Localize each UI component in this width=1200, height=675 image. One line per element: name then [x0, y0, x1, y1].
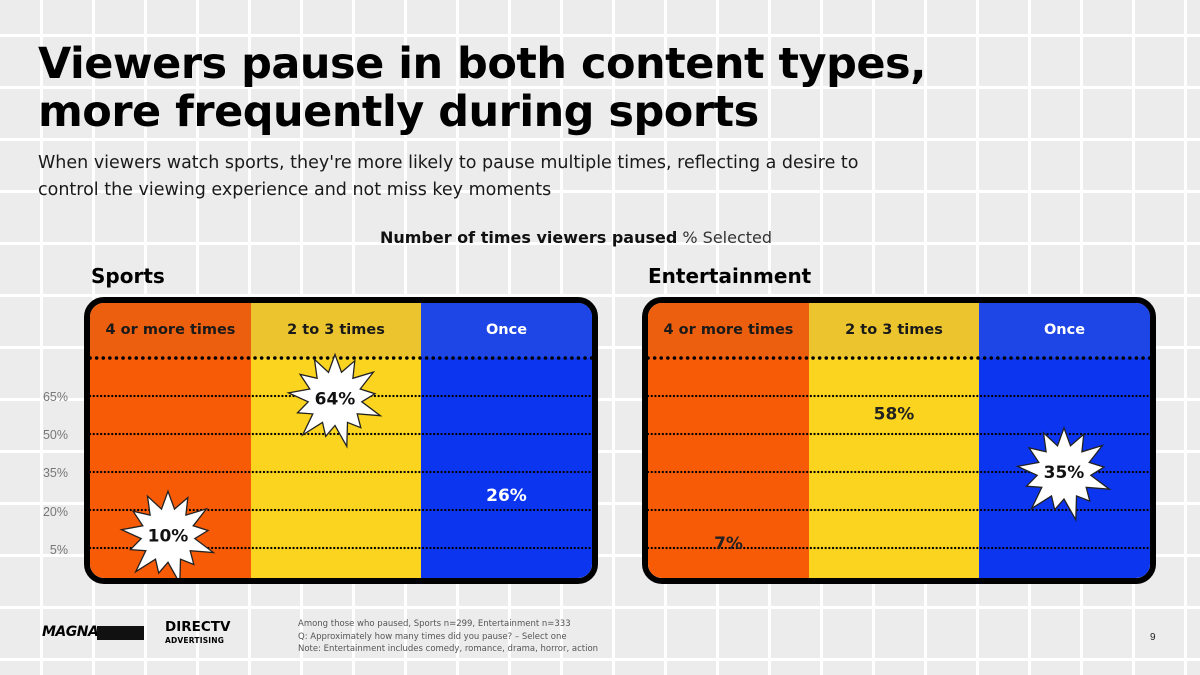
slide-subtitle: When viewers watch sports, they're more … [38, 153, 859, 200]
column-header-band [809, 303, 979, 358]
footnotes: Among those who paused, Sports n=299, En… [298, 618, 598, 656]
value-label: 10% [148, 526, 189, 546]
sports-panel-title: Sports [91, 264, 165, 288]
footnote-question: Q: Approximately how many times did you … [298, 631, 567, 642]
sports-chart-panel: 4 or more times 2 to 3 times Once 10% 64% 26% [84, 297, 598, 584]
column-header-label: Once [1044, 322, 1085, 338]
magna-logo: MAGNA [42, 624, 99, 640]
value-burst-1 [119, 489, 216, 578]
y-tick-label: 35% [42, 466, 68, 480]
entertainment-panel-title: Entertainment [648, 264, 812, 288]
chart-heading-title: Number of times viewers paused [379, 228, 678, 247]
directv-logo-subtitle: ADVERTISING [165, 636, 225, 645]
partner-logo-block [97, 626, 144, 640]
footnote-note: Note: Entertainment includes comedy, rom… [298, 644, 599, 654]
column-header-band [648, 303, 809, 358]
column-header-band [90, 303, 251, 358]
value-label: 35% [1044, 463, 1085, 483]
value-label: 58% [874, 405, 915, 425]
chart-heading-unit: % Selected [682, 228, 773, 247]
column-header-label: 2 to 3 times [845, 322, 943, 338]
column-header-label: Once [486, 322, 527, 338]
value-label: 26% [486, 486, 527, 506]
entertainment-chart-panel: 4 or more times 2 to 3 times Once 7% 58% 35% [642, 297, 1156, 584]
page-number: 9 [1150, 632, 1156, 643]
column-header-label: 2 to 3 times [287, 322, 385, 338]
y-tick-label: 5% [49, 543, 68, 557]
y-tick-label: 20% [42, 505, 68, 519]
slide-title: Viewers pause in both content types, mor… [38, 39, 926, 137]
column-header-label: 4 or more times [106, 322, 236, 338]
value-burst-2 [286, 352, 383, 449]
value-burst-3 [1015, 426, 1112, 523]
footnote-sample: Among those who paused, Sports n=299, En… [298, 619, 571, 629]
chart-heading: Number of times viewers paused % Selecte… [0, 228, 1152, 247]
entertainment-chart-svg: 4 or more times 2 to 3 times Once 7% 58% 35% [648, 303, 1150, 578]
y-tick-label: 65% [42, 390, 68, 404]
value-label: 64% [315, 390, 356, 410]
directv-logo-wordmark: DIRECTV [165, 619, 231, 635]
value-label: 7% [714, 534, 743, 554]
y-tick-label: 50% [42, 428, 68, 442]
sports-chart-svg: 4 or more times 2 to 3 times Once 10% 64% 26% [90, 303, 592, 578]
column-header-band [421, 303, 592, 358]
column-header-band [251, 303, 421, 358]
column-header-band [979, 303, 1150, 358]
column-header-label: 4 or more times [664, 322, 794, 338]
